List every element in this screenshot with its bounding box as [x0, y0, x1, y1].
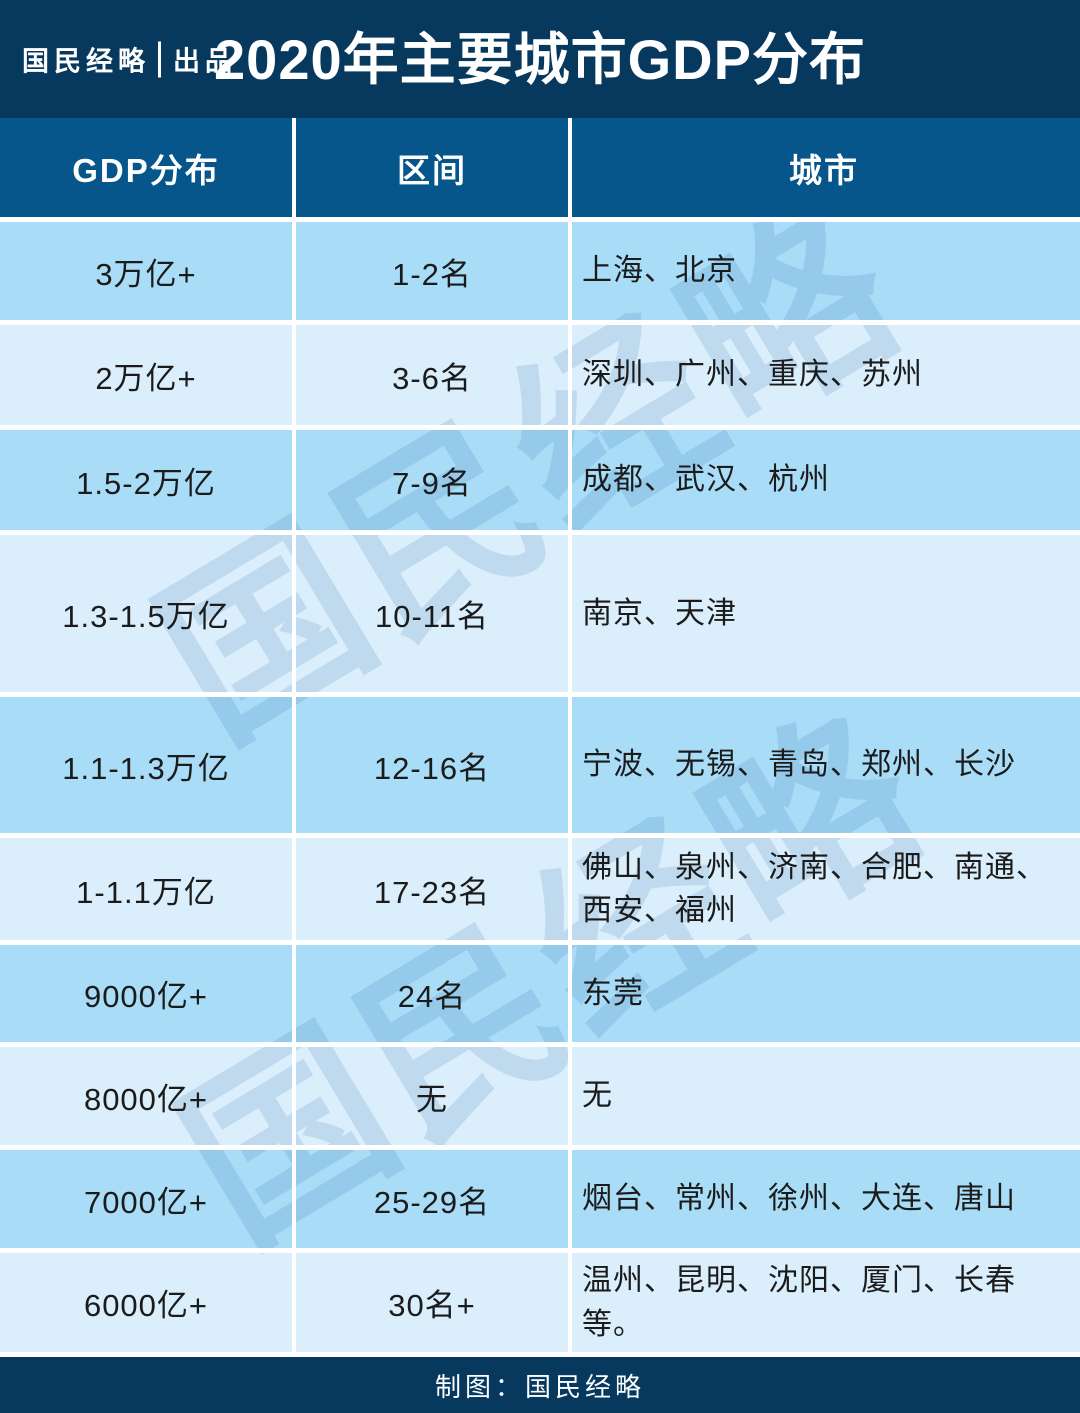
range-cell: 30名+	[296, 1253, 568, 1352]
range-cell: 10-11名	[296, 535, 568, 692]
gdp-cell: 1.1-1.3万亿	[0, 697, 292, 833]
cities-cell: 烟台、常州、徐州、大连、唐山	[572, 1150, 1080, 1248]
cities-cell: 东莞	[572, 945, 1080, 1042]
poster-footer: 制图：国民经略	[0, 1357, 1080, 1413]
table-row: 2万亿+ 3-6名 深圳、广州、重庆、苏州	[0, 325, 1080, 425]
table-row: 8000亿+ 无 无	[0, 1047, 1080, 1145]
gdp-cell: 7000亿+	[0, 1150, 292, 1248]
table-row: 1.1-1.3万亿 12-16名 宁波、无锡、青岛、郑州、长沙	[0, 697, 1080, 833]
gdp-cell: 1-1.1万亿	[0, 838, 292, 940]
column-header-cities: 城市	[572, 118, 1080, 217]
poster-header: 国民经略 出品 2020年主要城市GDP分布	[0, 0, 1080, 118]
range-cell: 25-29名	[296, 1150, 568, 1248]
cities-cell: 成都、武汉、杭州	[572, 430, 1080, 530]
gdp-cell: 9000亿+	[0, 945, 292, 1042]
credit-text: 制图：国民经略	[434, 1371, 645, 1402]
gdp-cell: 6000亿+	[0, 1253, 292, 1352]
range-cell: 7-9名	[296, 430, 568, 530]
gdp-distribution-table: GDP分布 区间 城市 3万亿+ 1-2名 上海、北京 2万亿+ 3-6名 深圳…	[0, 118, 1080, 1352]
cities-cell: 南京、天津	[572, 535, 1080, 692]
cities-cell: 宁波、无锡、青岛、郑州、长沙	[572, 697, 1080, 833]
cities-cell: 上海、北京	[572, 222, 1080, 320]
table-row: 9000亿+ 24名 东莞	[0, 945, 1080, 1042]
gdp-cell: 1.5-2万亿	[0, 430, 292, 530]
table-row: 1.3-1.5万亿 10-11名 南京、天津	[0, 535, 1080, 692]
table-header-row: GDP分布 区间 城市	[0, 118, 1080, 217]
brand-suffix: 出品	[173, 46, 237, 77]
gdp-cell: 8000亿+	[0, 1047, 292, 1145]
gdp-cell: 3万亿+	[0, 222, 292, 320]
table-row: 1-1.1万亿 17-23名 佛山、泉州、济南、合肥、南通、西安、福州	[0, 838, 1080, 940]
gdp-cell: 1.3-1.5万亿	[0, 535, 292, 692]
cities-cell: 无	[572, 1047, 1080, 1145]
range-cell: 1-2名	[296, 222, 568, 320]
range-cell: 无	[296, 1047, 568, 1145]
range-cell: 3-6名	[296, 325, 568, 425]
column-header-gdp: GDP分布	[0, 118, 292, 217]
brand-name: 国民经略	[22, 46, 150, 77]
table-row: 3万亿+ 1-2名 上海、北京	[0, 222, 1080, 320]
range-cell: 12-16名	[296, 697, 568, 833]
cities-cell: 深圳、广州、重庆、苏州	[572, 325, 1080, 425]
table-row: 6000亿+ 30名+ 温州、昆明、沈阳、厦门、长春等。	[0, 1253, 1080, 1352]
range-cell: 24名	[296, 945, 568, 1042]
cities-cell: 温州、昆明、沈阳、厦门、长春等。	[572, 1253, 1080, 1352]
table-row: 7000亿+ 25-29名 烟台、常州、徐州、大连、唐山	[0, 1150, 1080, 1248]
brand-logo: 国民经略 出品	[22, 40, 237, 79]
cities-cell: 佛山、泉州、济南、合肥、南通、西安、福州	[572, 838, 1080, 940]
table-row: 1.5-2万亿 7-9名 成都、武汉、杭州	[0, 430, 1080, 530]
page-title: 2020年主要城市GDP分布	[214, 28, 866, 91]
range-cell: 17-23名	[296, 838, 568, 940]
logo-divider	[158, 41, 161, 77]
column-header-range: 区间	[296, 118, 568, 217]
gdp-cell: 2万亿+	[0, 325, 292, 425]
